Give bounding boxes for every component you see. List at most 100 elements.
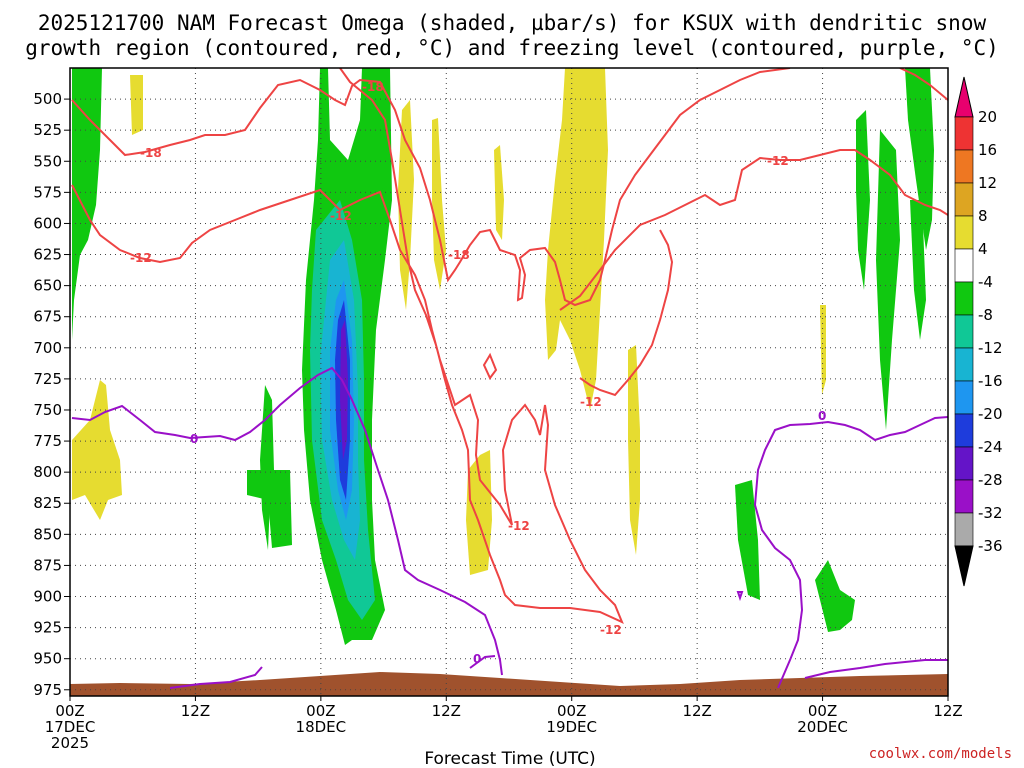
omega-shade-green (72, 68, 102, 340)
contour-label-zero: 0 (473, 652, 481, 666)
colorbar-swatch (954, 380, 974, 415)
colorbar-swatch (954, 281, 974, 316)
dgz-contours (71, 68, 948, 624)
colorbar-swatch (954, 149, 974, 184)
y-tick-label: 825 (33, 494, 62, 512)
freezing-zero-contour (804, 659, 948, 679)
plot-frame (69, 67, 949, 697)
omega-shading (72, 68, 934, 645)
colorbar-swatch (954, 479, 974, 514)
omega-shade-green (260, 385, 274, 550)
x-tick-date: 19DEC (546, 718, 597, 736)
dgz-minus12-contour (579, 229, 674, 397)
omega-shade-yellow (545, 68, 608, 410)
grid-lines (70, 68, 948, 696)
contour-label-minus12: -12 (600, 623, 622, 637)
y-tick-label: 650 (33, 277, 62, 295)
freezing-zero-contour (469, 655, 496, 669)
contour-label-minus18: -18 (448, 248, 470, 262)
x-tick-date: 18DEC (296, 718, 347, 736)
dgz-minus18-contour (899, 68, 948, 101)
y-tick-label: 750 (33, 401, 62, 419)
colorbar-label: 4 (978, 240, 988, 258)
contour-label-minus18: -18 (362, 80, 384, 94)
y-tick-label: 675 (33, 308, 62, 326)
ground-terrain (70, 672, 948, 696)
freezing-zero-contour (753, 416, 948, 689)
x-axis-title: Forecast Time (UTC) (424, 749, 595, 768)
y-tick-label: 600 (33, 214, 62, 232)
y-tick-label: 975 (33, 681, 62, 699)
omega-shade-yellow (494, 145, 504, 240)
omega-shade-green (247, 470, 292, 548)
y-tick-label: 925 (33, 619, 62, 637)
y-axis: 500 525 550 575 600 625 650 675 700 725 750 775 800 8… (33, 90, 70, 699)
contour-label-zero: 0 (190, 432, 198, 446)
chart-title-line2: growth region (contoured, red, °C) and f… (25, 36, 999, 60)
colorbar-swatch (954, 116, 974, 151)
colorbar-swatch (954, 545, 974, 587)
colorbar-label: 16 (978, 141, 997, 159)
x-tick-date: 20DEC (797, 718, 848, 736)
plot-area: -18 -18 -18 -12 -12 -12 -12 -12 -12 0 0 … (70, 68, 948, 696)
colorbar-label: -28 (978, 471, 1003, 489)
x-tick-label: 00Z (306, 702, 335, 720)
omega-shade-green (876, 130, 900, 430)
y-tick-label: 525 (33, 121, 62, 139)
x-tick-label: 00Z (557, 702, 586, 720)
x-tick-label: 12Z (933, 702, 962, 720)
y-tick-label: 775 (33, 432, 62, 450)
x-tick-year: 2025 (51, 734, 89, 752)
chart-title-line1: 2025121700 NAM Forecast Omega (shaded, µ… (38, 11, 987, 35)
omega-shade-green (905, 68, 934, 250)
omega-shade-green (735, 480, 760, 600)
y-tick-label: 800 (33, 463, 62, 481)
omega-shade-yellow (130, 75, 143, 135)
y-tick-label: 700 (33, 339, 62, 357)
dgz-minus12-contour (71, 68, 624, 624)
colorbar-label: -24 (978, 438, 1003, 456)
colorbar-swatch (954, 512, 974, 547)
colorbar: 20 16 12 8 4 -4 -8 -12 -16 -20 -24 -28 -32 -36 (954, 76, 1003, 587)
colorbar-swatch (954, 413, 974, 448)
credit-text: coolwx.com/models (869, 746, 1012, 762)
colorbar-label: 20 (978, 108, 997, 126)
colorbar-label: -16 (978, 372, 1003, 390)
y-tick-label: 950 (33, 650, 62, 668)
contour-labels: -18 -18 -18 -12 -12 -12 -12 -12 -12 0 0 … (130, 80, 826, 666)
y-tick-label: 725 (33, 370, 62, 388)
dgz-minus18-contour (71, 68, 791, 307)
colorbar-label: 12 (978, 174, 997, 192)
colorbar-swatch (954, 347, 974, 382)
colorbar-label: -4 (978, 273, 993, 291)
colorbar-swatch (954, 76, 974, 118)
freezing-zero-contour (71, 366, 503, 676)
contour-label-minus12: -12 (767, 154, 789, 168)
colorbar-swatch (954, 182, 974, 217)
y-tick-label: 500 (33, 90, 62, 108)
colorbar-label: -32 (978, 504, 1003, 522)
omega-shade-green (856, 110, 870, 290)
x-tick-label: 12Z (181, 702, 210, 720)
contour-label-minus12: -12 (508, 519, 530, 533)
freezing-zero-contour (736, 591, 744, 602)
omega-shade-yellow (398, 100, 414, 310)
colorbar-swatch (954, 215, 974, 250)
contour-label-minus12: -12 (330, 209, 352, 223)
x-tick-label: 00Z (808, 702, 837, 720)
x-tick-label: 12Z (432, 702, 461, 720)
omega-shade-purple (340, 320, 348, 460)
dgz-minus12-contour (559, 149, 948, 311)
colorbar-swatch (954, 446, 974, 481)
omega-shade-yellow (72, 380, 122, 520)
y-tick-label: 875 (33, 556, 62, 574)
freezing-zero-contour (169, 666, 263, 689)
colorbar-swatch (954, 248, 974, 283)
colorbar-label: -36 (978, 537, 1003, 555)
y-tick-label: 575 (33, 183, 62, 201)
colorbar-label: -12 (978, 339, 1003, 357)
colorbar-label: -20 (978, 405, 1003, 423)
x-tick-label: 12Z (682, 702, 711, 720)
